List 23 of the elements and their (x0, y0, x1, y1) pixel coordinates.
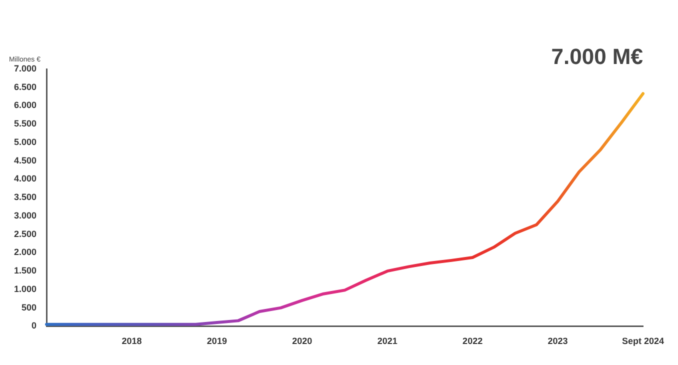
x-tick-label: 2023 (548, 336, 568, 346)
y-tick-label: 500 (21, 302, 37, 312)
y-tick-label: 6.000 (14, 100, 37, 110)
y-tick-label: 5.000 (14, 136, 37, 147)
y-tick-label: 4.500 (14, 155, 37, 166)
x-tick-label: 2019 (206, 336, 227, 346)
y-tick-label: 7.000 (14, 63, 37, 74)
x-tick-label: 2021 (377, 336, 398, 346)
y-tick-label: 3.000 (14, 210, 37, 220)
x-tick-label: 2020 (292, 336, 312, 346)
y-tick-label: 2.500 (14, 228, 37, 239)
y-tick-label: 1.000 (14, 284, 37, 294)
y-tick-label: 3.500 (14, 192, 37, 202)
annotation: 7.000 M€ (551, 44, 643, 70)
y-tick-label: 2.000 (14, 247, 37, 258)
y-tick-label: 5.500 (14, 118, 37, 129)
x-tick-label: 2022 (462, 336, 483, 346)
y-tick-label: 6.500 (14, 82, 37, 92)
y-tick-label: 1.500 (14, 266, 37, 276)
y-tick-label: 0 (32, 320, 37, 331)
x-tick-label: 2018 (122, 336, 142, 346)
y-tick-label: 4.000 (14, 174, 37, 184)
x-tick-label: Sept 2024 (622, 336, 664, 346)
